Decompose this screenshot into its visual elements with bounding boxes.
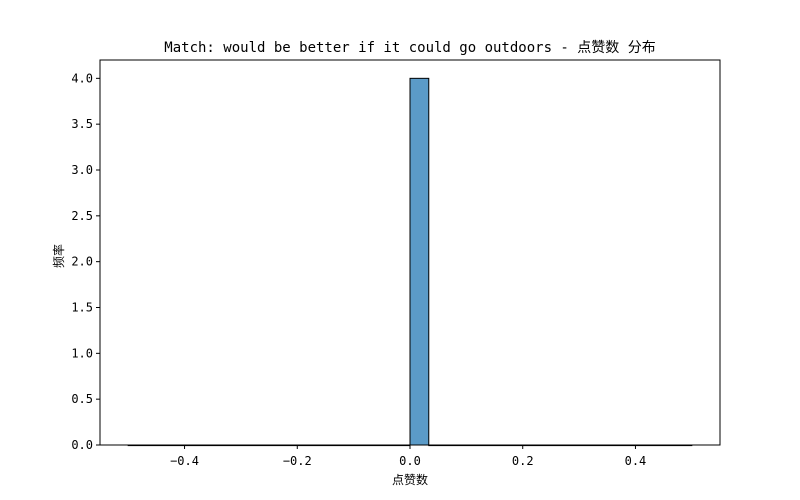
y-tick-label: 2.5 xyxy=(71,209,93,223)
y-axis-label: 频率 xyxy=(51,244,66,268)
x-tick-label: 0.0 xyxy=(399,454,421,468)
x-tick-label: −0.2 xyxy=(283,454,312,468)
y-tick-label: 1.5 xyxy=(71,301,93,315)
y-tick-label: 2.0 xyxy=(71,255,93,269)
y-tick-label: 1.0 xyxy=(71,346,93,360)
x-tick-label: −0.4 xyxy=(170,454,199,468)
chart-title: Match: would be better if it could go ou… xyxy=(164,40,655,56)
y-tick-label: 0.0 xyxy=(71,438,93,452)
y-tick-label: 4.0 xyxy=(71,71,93,85)
y-tick-label: 3.0 xyxy=(71,163,93,177)
y-tick-label: 3.5 xyxy=(71,117,93,131)
x-axis-label: 点赞数 xyxy=(392,472,428,487)
y-tick-label: 0.5 xyxy=(71,392,93,406)
histogram-bar-1 xyxy=(409,77,430,446)
x-tick-label: 0.4 xyxy=(625,454,647,468)
plot-area: −0.4 −0.2 0.0 0.2 0.4 0.0 0.5 1.0 1.5 2.0 2.5 3.0 3.… xyxy=(71,59,721,468)
x-tick-label: 0.2 xyxy=(512,454,534,468)
